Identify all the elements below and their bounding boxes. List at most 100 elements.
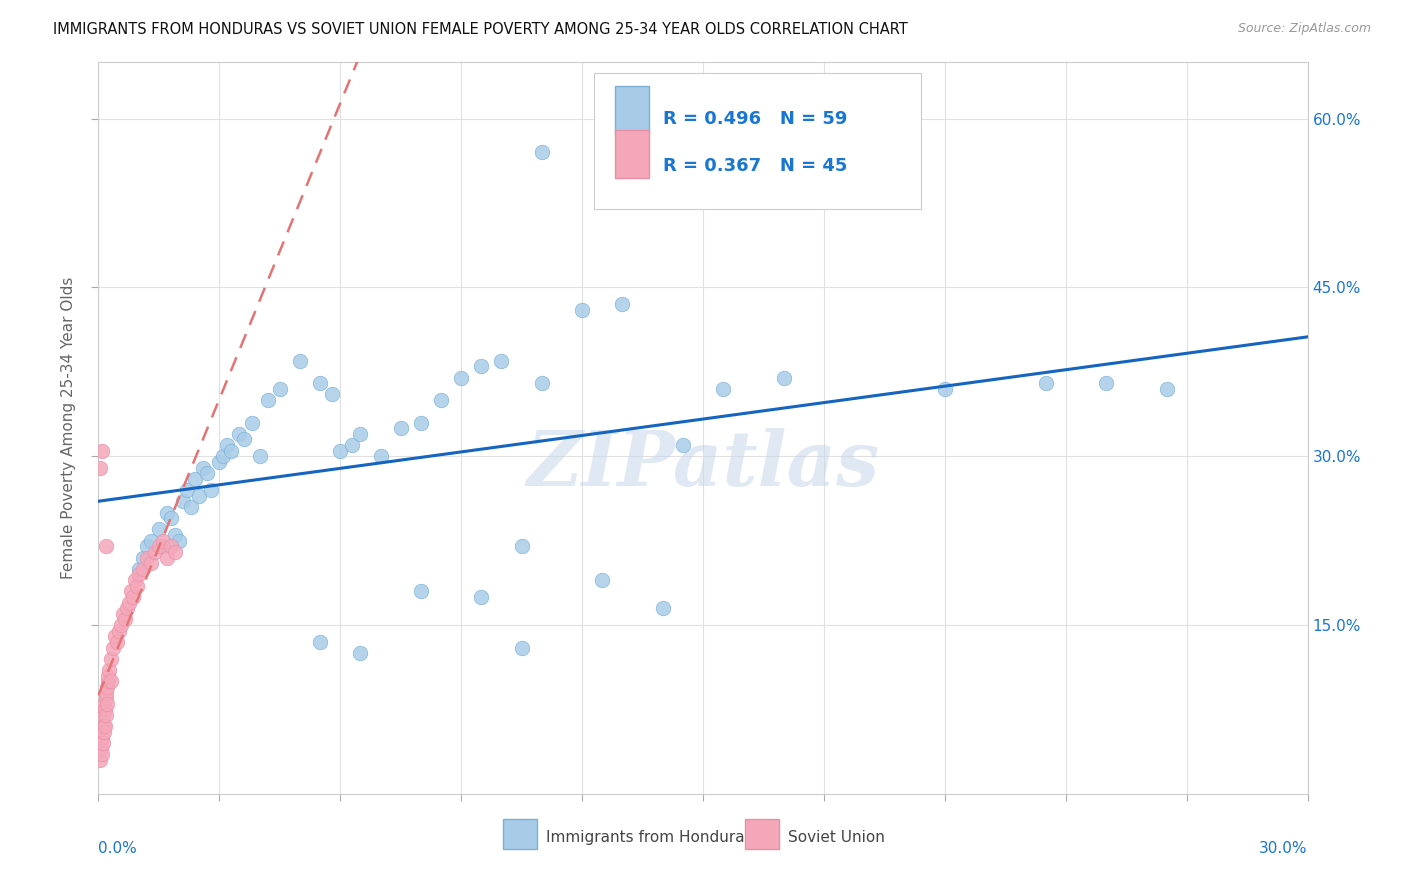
Point [128,567,150,582]
Point [90,742,112,756]
Point [100,674,122,689]
Point [139,556,162,570]
Point [156,506,179,520]
Point [195,466,218,480]
Point [132,562,155,576]
Point [148,523,170,537]
Point [152,533,174,548]
Point [612,297,634,311]
Y-axis label: Female Poverty Among 25-34 Year Olds: Female Poverty Among 25-34 Year Olds [60,277,76,579]
Text: Immigrants from Honduras: Immigrants from Honduras [546,830,752,845]
Point [156,550,179,565]
Point [349,646,371,660]
Point [125,579,148,593]
Point [309,376,332,391]
Point [115,601,138,615]
Point [148,539,170,553]
Point [120,584,142,599]
Point [96,685,118,699]
Point [510,539,533,553]
Point [163,528,186,542]
Bar [503,820,537,849]
Point [228,426,250,441]
Point [651,601,673,615]
Point [124,573,146,587]
Point [571,303,593,318]
Point [105,635,128,649]
Point [93,719,115,733]
Point [672,438,695,452]
Text: ZIPatlas: ZIPatlas [526,428,880,501]
Point [110,618,132,632]
Point [96,680,118,694]
Text: Source: ZipAtlas.com: Source: ZipAtlas.com [1237,22,1371,36]
Point [96,539,118,553]
Point [232,433,254,447]
Point [118,596,141,610]
Point [240,416,263,430]
Bar [745,820,779,849]
Point [491,353,513,368]
Point [342,438,364,452]
Point [184,472,207,486]
Point [321,387,343,401]
Point [103,629,125,643]
Point [94,691,117,706]
Point [94,708,117,723]
Point [160,539,183,553]
Text: R = 0.496   N = 59: R = 0.496 N = 59 [664,110,848,128]
Point [1156,382,1178,396]
Point [200,483,222,497]
Point [180,500,202,514]
Point [208,455,231,469]
Point [91,443,114,458]
Point [249,450,271,464]
Text: 0.0%: 0.0% [98,841,138,856]
Point [470,359,492,374]
Point [90,731,112,745]
Point [409,584,432,599]
Point [97,674,120,689]
Point [772,370,794,384]
Point [309,635,332,649]
Point [143,545,166,559]
Bar [614,130,648,178]
Point [510,640,533,655]
Point [934,382,956,396]
Point [349,426,371,441]
Point [128,562,150,576]
Point [329,443,352,458]
Point [176,483,198,497]
Point [188,489,211,503]
Point [101,640,124,655]
Point [221,443,243,458]
Point [409,416,432,430]
Point [269,382,291,396]
Point [172,494,194,508]
Point [1035,376,1057,391]
Point [93,697,115,711]
Point [91,731,114,745]
Point [89,753,111,767]
Text: R = 0.367   N = 45: R = 0.367 N = 45 [664,157,848,176]
Point [450,370,472,384]
FancyBboxPatch shape [595,73,921,209]
Point [288,353,311,368]
Point [217,438,239,452]
Text: Soviet Union: Soviet Union [787,830,884,845]
Point [430,392,453,407]
Point [98,663,121,677]
Point [91,736,114,750]
Point [370,450,392,464]
Point [167,533,190,548]
Point [97,669,120,683]
Point [135,550,157,565]
Point [139,533,162,548]
Point [212,450,235,464]
Point [90,719,112,733]
Point [1095,376,1118,391]
Point [94,719,117,733]
Point [93,725,115,739]
Point [193,460,215,475]
Point [111,607,134,621]
